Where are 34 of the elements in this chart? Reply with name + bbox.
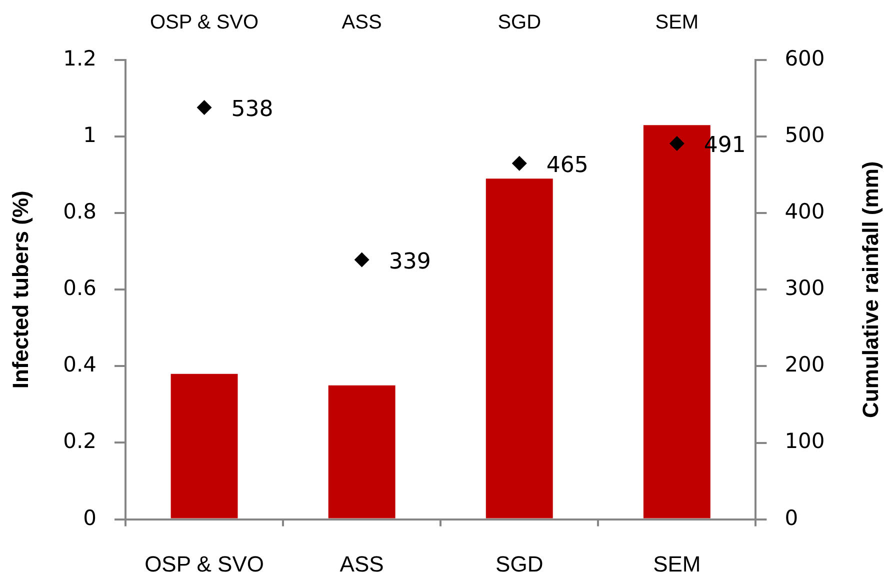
y-tick-label: 1.2	[63, 46, 96, 70]
category-label: ASS	[340, 552, 384, 577]
y-tick-label: 0.2	[63, 429, 96, 454]
x-tick-label: OSP & SVO	[150, 12, 259, 34]
y-tick-label: 0.8	[63, 200, 96, 224]
y-axis-title: Infected tubers (%)	[8, 190, 34, 389]
y-tick-label: 1	[83, 123, 96, 148]
y2-tick-label: 300	[784, 276, 825, 300]
y-tick-label: 0.6	[63, 276, 96, 300]
point	[669, 136, 684, 151]
x-tick-label: ASS	[342, 12, 382, 34]
category-label: SEM	[653, 552, 701, 577]
bar	[486, 178, 553, 518]
y2-axis-title: Cumulative rainfall (mm)	[858, 161, 884, 418]
x-tick-label: SGD	[498, 12, 542, 34]
point	[512, 156, 527, 171]
bar	[328, 385, 396, 518]
data-label: 339	[388, 250, 431, 275]
point	[196, 100, 212, 115]
category-label: OSP & SVO	[144, 552, 264, 577]
data-label: 465	[546, 153, 588, 178]
x-tick-label: SEM	[655, 12, 699, 34]
category-label: SGD	[496, 552, 544, 577]
y2-tick-label: 200	[784, 352, 825, 377]
point	[354, 252, 370, 268]
data-label: 538	[231, 97, 274, 122]
y-tick-label: 0.4	[63, 352, 96, 377]
y2-tick-label: 500	[784, 123, 825, 148]
bar	[170, 374, 238, 518]
y2-tick-label: 400	[784, 200, 825, 224]
y2-tick-label: 600	[784, 46, 825, 70]
y2-tick-label: 100	[784, 429, 825, 454]
y-tick-label: 0	[83, 506, 96, 530]
y2-tick-label: 0	[784, 506, 798, 530]
